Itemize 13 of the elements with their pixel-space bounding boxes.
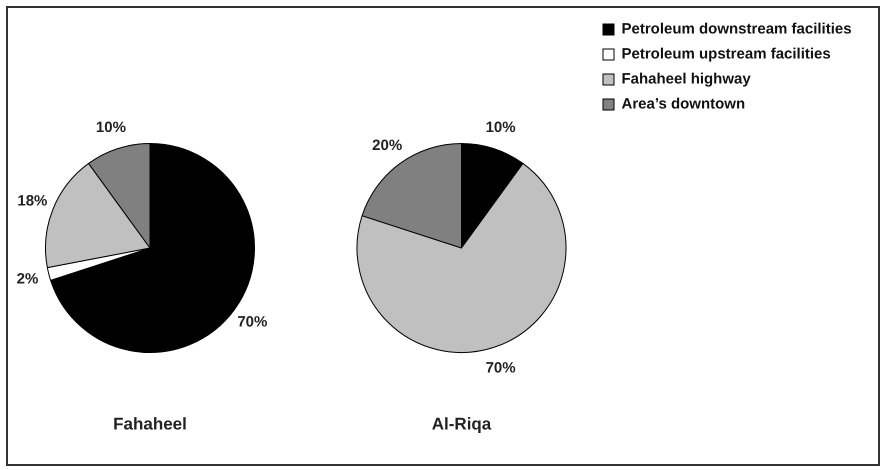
data-label: 70% <box>237 313 268 330</box>
data-label: 20% <box>372 136 402 154</box>
legend-label: Petroleum upstream facilities <box>622 46 831 63</box>
text: Fahaheel <box>113 414 187 434</box>
data-label: 10% <box>96 118 126 136</box>
text: Al-Riqa <box>432 414 492 434</box>
data-label: 10% <box>486 118 516 136</box>
legend-label: Petroleum downstream facilities <box>622 20 852 38</box>
data-label: 2% <box>16 270 38 288</box>
data-label: 18% <box>17 192 48 210</box>
legend-label: Area’s downtown <box>622 96 746 113</box>
data-label: 70% <box>486 359 516 376</box>
legend-label: Fahaheel highway <box>622 70 752 88</box>
